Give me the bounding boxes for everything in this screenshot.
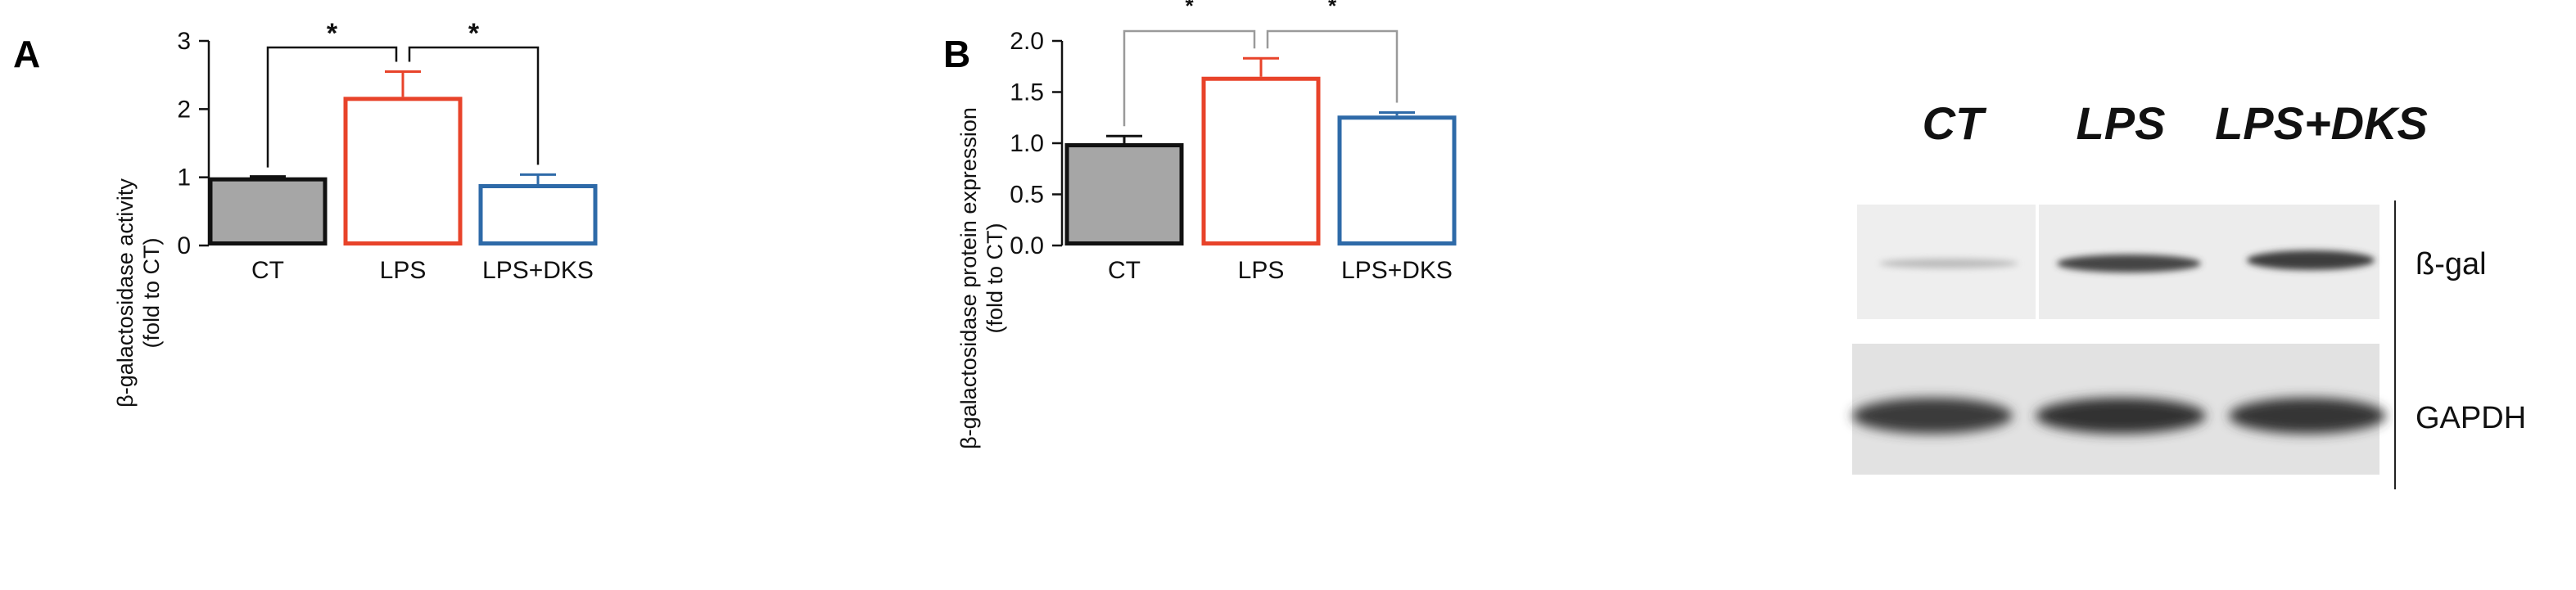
blot-band-bgal-lps-dks bbox=[2247, 250, 2375, 270]
panel-b-category-label-lps-dks: LPS+DKS bbox=[1341, 257, 1453, 284]
panel-a-category-label-ct: CT bbox=[251, 257, 284, 284]
panel-a-significance-star-1: * bbox=[327, 18, 338, 49]
panel-a-significance-bracket-2 bbox=[408, 46, 540, 165]
panel-b-y-tick-label: 2.0 bbox=[1010, 28, 1044, 55]
panel-b-letter: B bbox=[943, 33, 970, 75]
panel-a-chart: A β-galactosidase activity (fold to CT) … bbox=[13, 18, 598, 408]
panel-b-category-label-lps: LPS bbox=[1238, 257, 1285, 284]
panel-a-y-tick-label: 3 bbox=[177, 28, 191, 55]
blot-band-gapdh-lps-dks bbox=[2229, 398, 2386, 434]
blot-band-gapdh-lps bbox=[2036, 398, 2206, 434]
blot-lane-label-lps: LPS bbox=[2077, 97, 2166, 149]
blot-band-gapdh-ct bbox=[1852, 398, 2013, 434]
panel-a-y-axis-title: β-galactosidase activity (fold to CT) bbox=[113, 178, 164, 408]
panel-a-significance-star-2: * bbox=[468, 18, 480, 49]
panel-b-chart: B β-galactosidase protein expression (fo… bbox=[943, 0, 1457, 449]
panel-a-y-tick-label: 0 bbox=[177, 232, 191, 259]
panel-a-y-tick-label: 2 bbox=[177, 96, 191, 123]
panel-b-y-title-line2: (fold to CT) bbox=[983, 223, 1007, 333]
blot-lane-label-lps-dks: LPS+DKS bbox=[2215, 97, 2428, 149]
blot-band-bgal-ct bbox=[1879, 259, 2018, 268]
panel-b-significance-star-2: * bbox=[1328, 0, 1337, 18]
blot-band-bgal-lps bbox=[2057, 254, 2201, 272]
panel-b-y-axis-title: β-galactosidase protein expression (fold… bbox=[956, 107, 1007, 449]
western-blot: CT LPS LPS+DKS ß-gal GAPDH bbox=[1852, 97, 2526, 489]
blot-protein-label-bgal: ß-gal bbox=[2416, 247, 2487, 281]
panel-a-bar-lps bbox=[343, 97, 463, 246]
panel-b-bar-ct bbox=[1064, 143, 1184, 245]
panel-b-y-tick-label: 1.0 bbox=[1010, 130, 1044, 157]
panel-a-y-tick-label: 1 bbox=[177, 164, 191, 191]
blot-protein-label-gapdh: GAPDH bbox=[2416, 401, 2526, 435]
panel-a-category-label-lps-dks: LPS+DKS bbox=[482, 257, 594, 284]
panel-a-letter: A bbox=[13, 33, 40, 75]
blot-lane-label-ct: CT bbox=[1923, 97, 1987, 149]
panel-a-bar-ct bbox=[208, 177, 328, 246]
panel-b-significance-star-1: * bbox=[1185, 0, 1194, 18]
panel-a-y-title-line2: (fold to CT) bbox=[139, 237, 164, 348]
panel-b-y-tick-label: 1.5 bbox=[1010, 79, 1044, 106]
panel-b-significance-bracket-2 bbox=[1266, 29, 1399, 103]
panel-b-bar-lps bbox=[1201, 76, 1321, 245]
panel-a-y-title-line1: β-galactosidase activity bbox=[113, 178, 138, 408]
panel-b-y-tick-label: 0.0 bbox=[1010, 232, 1044, 259]
panel-b-bar-lps-dks bbox=[1337, 115, 1457, 245]
panel-b-significance-bracket-1 bbox=[1123, 29, 1256, 127]
panel-a-significance-bracket-1 bbox=[266, 46, 398, 168]
panel-a-category-label-lps: LPS bbox=[380, 257, 427, 284]
panel-b-y-tick-label: 0.5 bbox=[1010, 182, 1044, 209]
panel-a-bar-lps-dks bbox=[478, 184, 598, 245]
panel-b-category-label-ct: CT bbox=[1108, 257, 1141, 284]
panel-b-y-title-line1: β-galactosidase protein expression bbox=[956, 107, 981, 449]
